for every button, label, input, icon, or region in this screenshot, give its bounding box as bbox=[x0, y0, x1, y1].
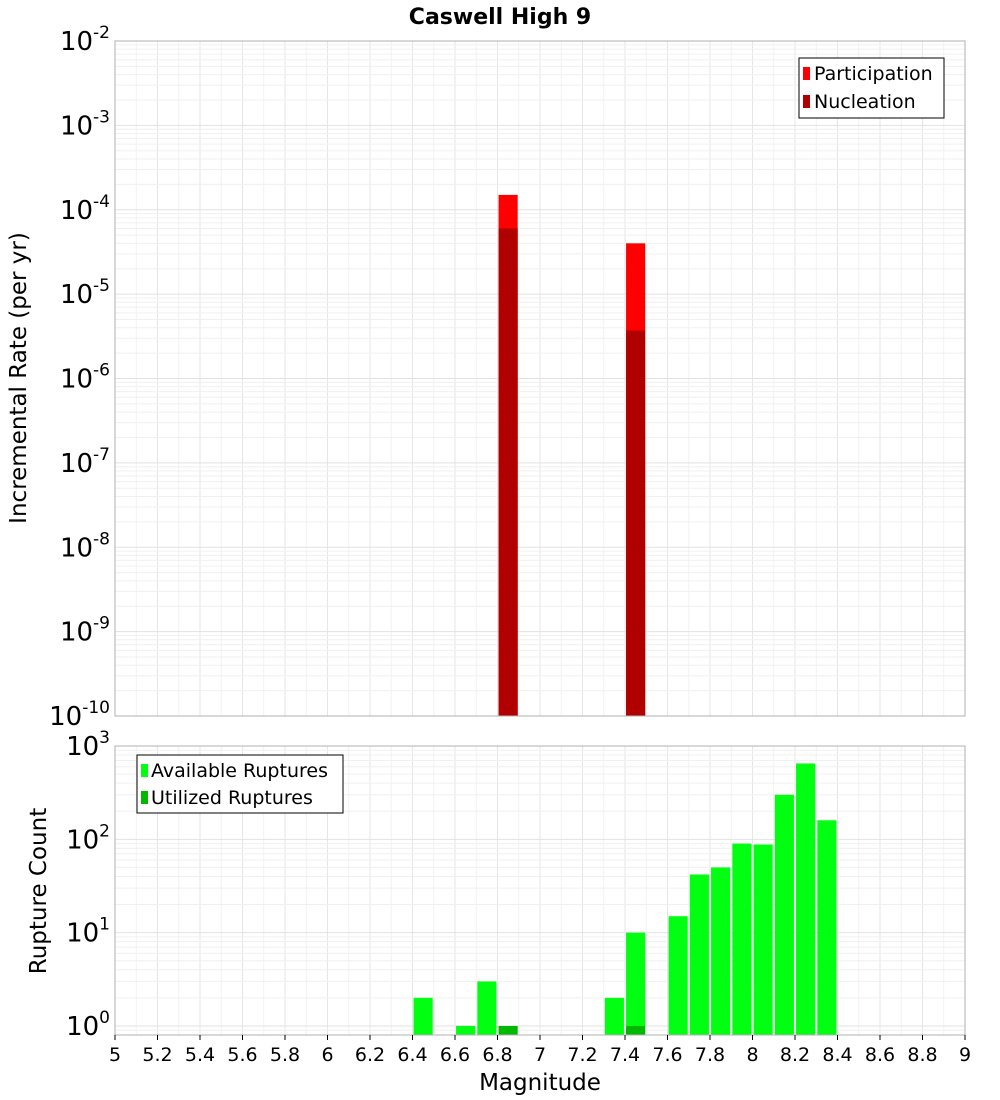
bottom-bar-available-ruptures bbox=[626, 932, 646, 1035]
legend-label-utilized: Utilized Ruptures bbox=[151, 787, 313, 809]
legend-label-participation: Participation bbox=[814, 63, 933, 85]
top-chart: 10-10 10-9 10-8 10-7 10-6 10-5 10-4 10-3 10-2 In… bbox=[6, 23, 966, 732]
x-tick-label: 9 bbox=[959, 1044, 971, 1066]
top-plot-frame bbox=[114, 40, 966, 717]
top-y-tick-label: 10-2 bbox=[60, 23, 110, 57]
x-tick-label: 8.4 bbox=[822, 1044, 852, 1066]
bottom-bar-utilized-ruptures bbox=[626, 1025, 646, 1035]
x-tick-label: 8.2 bbox=[780, 1044, 810, 1066]
legend-swatch-nucleation bbox=[803, 95, 810, 108]
bottom-bar-available-ruptures bbox=[774, 794, 794, 1035]
top-bar-nucleation bbox=[626, 330, 646, 716]
top-y-ticks: 10-10 10-9 10-8 10-7 10-6 10-5 10-4 10-3 10-2 bbox=[49, 23, 110, 732]
bottom-y-ticks: 100 101 102 103 bbox=[66, 728, 110, 1042]
x-tick-label: 6.8 bbox=[482, 1044, 512, 1066]
bottom-legend: Available Ruptures Utilized Ruptures bbox=[136, 754, 344, 814]
x-tick-label: 6.2 bbox=[355, 1044, 385, 1066]
x-tick-label: 7.8 bbox=[695, 1044, 725, 1066]
bottom-legend-box bbox=[136, 754, 344, 814]
bottom-bar-available-ruptures bbox=[456, 1025, 476, 1035]
bottom-bar-available-ruptures bbox=[668, 916, 688, 1035]
top-y-tick-label: 10-3 bbox=[60, 107, 110, 141]
x-tick-label: 7 bbox=[534, 1044, 546, 1066]
bottom-bar-available-ruptures bbox=[711, 867, 731, 1035]
x-tick-label: 6 bbox=[321, 1044, 333, 1066]
top-y-tick-label: 10-5 bbox=[60, 276, 110, 310]
bottom-bar-available-ruptures bbox=[753, 844, 773, 1035]
bottom-bar-available-ruptures bbox=[689, 874, 709, 1035]
bottom-bar-available-ruptures bbox=[817, 820, 837, 1035]
bottom-bar-utilized-ruptures bbox=[498, 1025, 518, 1035]
top-y-axis-title: Incremental Rate (per yr) bbox=[6, 232, 32, 524]
x-tick-label: 6.6 bbox=[440, 1044, 470, 1066]
x-tick-label: 8.6 bbox=[865, 1044, 895, 1066]
legend-swatch-participation bbox=[803, 67, 810, 80]
x-tick-label: 7.2 bbox=[567, 1044, 597, 1066]
bottom-bar-available-ruptures bbox=[604, 997, 624, 1035]
bottom-bar-available-ruptures bbox=[796, 763, 816, 1035]
bottom-y-axis-title: Rupture Count bbox=[26, 808, 52, 974]
chart-title: Caswell High 9 bbox=[409, 5, 591, 30]
top-bar-nucleation bbox=[498, 228, 518, 716]
x-tick-label: 8 bbox=[746, 1044, 758, 1066]
top-legend-box bbox=[798, 57, 945, 119]
legend-label-available: Available Ruptures bbox=[151, 760, 328, 782]
top-legend: Participation Nucleation bbox=[798, 57, 945, 119]
x-tick-label: 5.4 bbox=[185, 1044, 215, 1066]
top-y-tick-label: 10-4 bbox=[60, 192, 110, 226]
x-axis-title: Magnitude bbox=[479, 1070, 601, 1096]
bottom-y-tick-label: 101 bbox=[66, 915, 110, 949]
x-tick-label: 6.4 bbox=[397, 1044, 427, 1066]
top-y-tick-label: 10-6 bbox=[60, 361, 110, 395]
bottom-bar-available-ruptures bbox=[413, 997, 433, 1035]
bottom-y-tick-label: 100 bbox=[66, 1008, 110, 1042]
top-bars bbox=[498, 194, 646, 717]
legend-swatch-available bbox=[141, 764, 148, 777]
x-tick-label: 5.2 bbox=[142, 1044, 172, 1066]
x-tick-label: 7.6 bbox=[652, 1044, 682, 1066]
legend-swatch-utilized bbox=[141, 791, 148, 804]
x-tick-label: 5 bbox=[109, 1044, 121, 1066]
top-y-tick-label: 10-9 bbox=[60, 614, 110, 648]
bottom-bars bbox=[413, 763, 837, 1035]
x-tick-label: 5.8 bbox=[270, 1044, 300, 1066]
x-tick-label: 5.6 bbox=[227, 1044, 257, 1066]
legend-label-nucleation: Nucleation bbox=[814, 91, 916, 113]
bottom-bar-available-ruptures bbox=[732, 843, 752, 1035]
x-ticks: 5 5.2 5.4 5.6 5.8 6 6.2 6.4 6.6 6.8 7 7.2 7.4 7.6 7.8 8… bbox=[109, 1035, 971, 1066]
top-grid bbox=[114, 40, 966, 717]
bottom-bar-available-ruptures bbox=[477, 981, 497, 1035]
top-y-tick-label: 10-8 bbox=[60, 529, 110, 563]
bottom-y-tick-label: 102 bbox=[66, 821, 110, 855]
top-y-tick-label: 10-10 bbox=[49, 698, 110, 732]
top-y-tick-label: 10-7 bbox=[60, 445, 110, 479]
x-tick-label: 8.8 bbox=[907, 1044, 937, 1066]
bottom-y-tick-label: 103 bbox=[66, 728, 110, 762]
bottom-chart: 100 101 102 103 5 5.2 5.4 5.6 5.8 6 6.2 6.4 6.6 6.8 7… bbox=[26, 728, 971, 1096]
x-tick-label: 7.4 bbox=[610, 1044, 640, 1066]
